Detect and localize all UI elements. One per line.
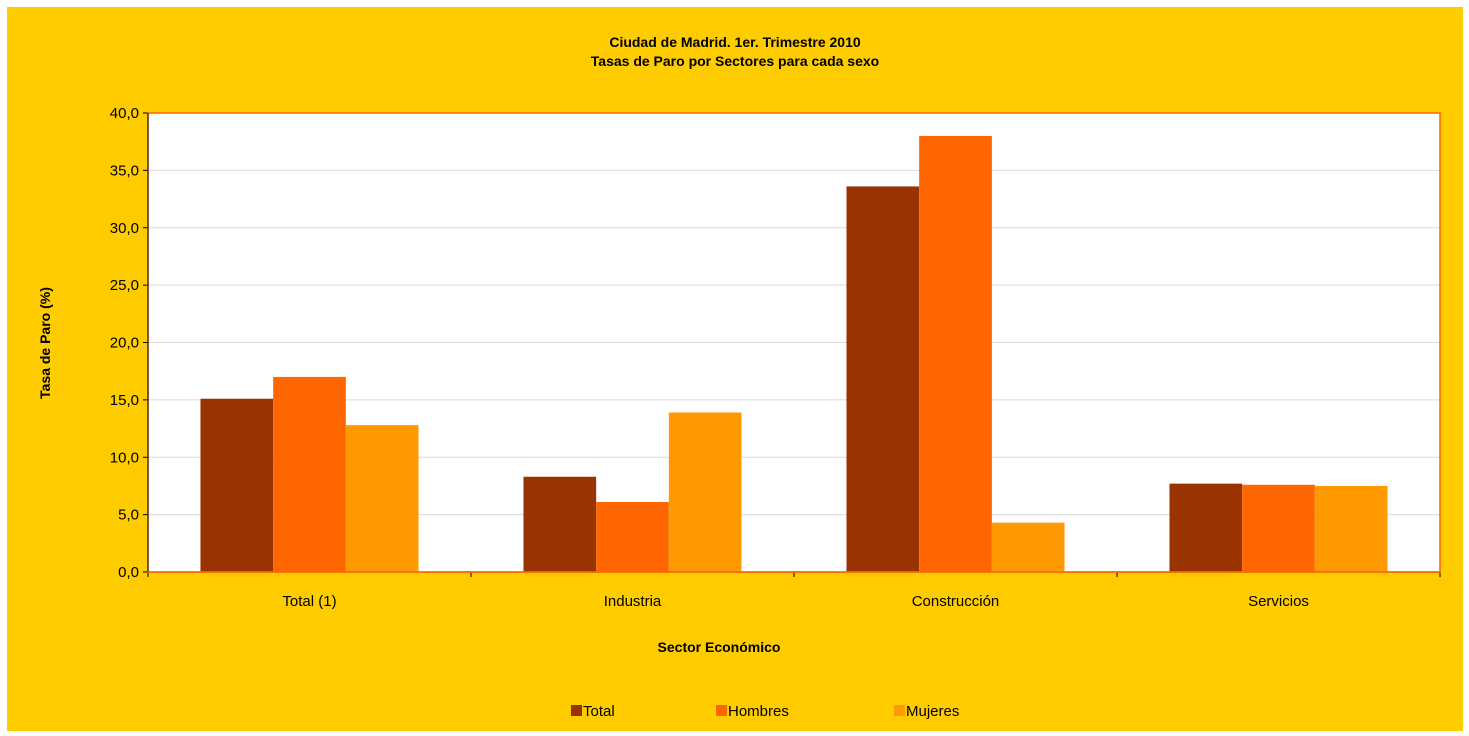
bar-hombres-1 <box>596 502 669 572</box>
legend-label-total: Total <box>583 703 615 720</box>
y-tick-label: 10,0 <box>110 449 139 466</box>
chart-svg: Ciudad de Madrid. 1er. Trimestre 2010 Ta… <box>37 34 1441 720</box>
y-tick-label: 0,0 <box>118 564 139 581</box>
y-tick-label: 25,0 <box>110 277 139 294</box>
bar-hombres-3 <box>1242 484 1315 572</box>
bar-total-2 <box>846 186 920 572</box>
x-tick-label: Total (1) <box>282 593 336 610</box>
chart-subtitle: Tasas de Paro por Sectores para cada sex… <box>591 53 879 69</box>
y-tick-label: 35,0 <box>110 162 139 179</box>
bar-mujeres-3 <box>1314 485 1388 572</box>
y-tick-label: 15,0 <box>110 392 139 409</box>
bar-total-0 <box>200 398 274 572</box>
bar-total-1 <box>523 476 597 572</box>
bar-total-3 <box>1169 483 1243 572</box>
y-tick-label: 30,0 <box>110 220 139 237</box>
y-tick-label: 20,0 <box>110 335 139 352</box>
legend-swatch-mujeres <box>894 705 905 716</box>
legend-label-hombres: Hombres <box>728 703 789 720</box>
legend: Total Hombres Mujeres <box>571 703 959 720</box>
y-tick-label: 5,0 <box>118 507 139 524</box>
chart-area: Ciudad de Madrid. 1er. Trimestre 2010 Ta… <box>7 7 1463 731</box>
y-axis-title: Tasa de Paro (%) <box>37 287 53 399</box>
y-tick-label: 40,0 <box>110 105 139 122</box>
legend-swatch-hombres <box>716 705 727 716</box>
bar-hombres-2 <box>919 135 992 572</box>
bar-mujeres-0 <box>345 425 419 572</box>
x-tick-label: Industria <box>604 593 662 610</box>
x-tick-label: Servicios <box>1248 593 1309 610</box>
plot-area: 0,0 5,0 10,0 15,0 20,0 25,0 30,0 35,0 40,0 Total … <box>110 105 1441 610</box>
chart-title: Ciudad de Madrid. 1er. Trimestre 2010 <box>609 34 861 50</box>
bar-mujeres-2 <box>991 522 1065 572</box>
x-tick-label: Construcción <box>912 593 1000 610</box>
bar-hombres-0 <box>273 376 346 572</box>
legend-swatch-total <box>571 705 582 716</box>
legend-label-mujeres: Mujeres <box>906 703 959 720</box>
x-axis-title: Sector Económico <box>658 639 781 655</box>
bar-mujeres-1 <box>668 412 742 572</box>
